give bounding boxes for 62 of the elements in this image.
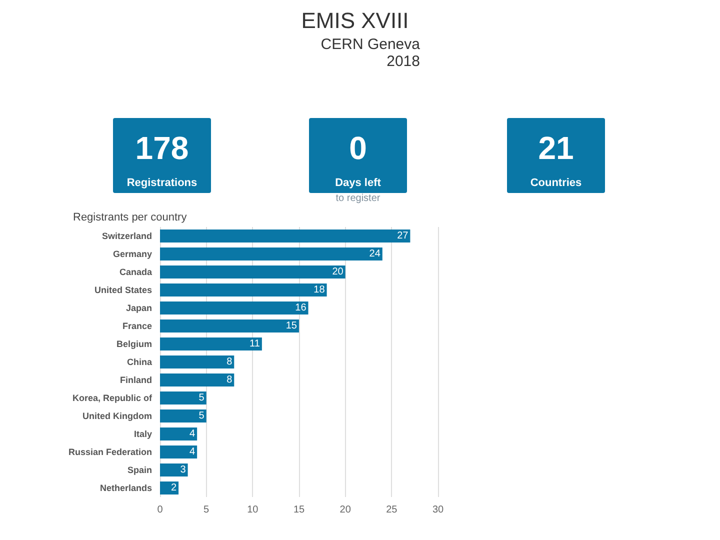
bar xyxy=(160,464,188,476)
y-tick-label: Russian Federation xyxy=(68,447,152,457)
data-label: 3 xyxy=(180,464,186,476)
bar xyxy=(160,374,234,386)
data-label: 24 xyxy=(369,248,381,260)
x-tick-label: 20 xyxy=(340,504,352,516)
x-tick-label: 30 xyxy=(432,504,444,516)
text: to register xyxy=(336,193,380,204)
bar xyxy=(160,410,206,422)
bar xyxy=(160,302,308,314)
data-label: 20 xyxy=(332,266,344,278)
x-tick-label: 0 xyxy=(157,504,164,516)
chart-title: Registrants per country xyxy=(73,212,188,224)
category-label: Countries xyxy=(529,177,583,189)
text: CERN Geneva 2018 xyxy=(320,36,420,70)
y-tick-label: Switzerland xyxy=(102,231,152,241)
bar xyxy=(160,248,382,260)
x-tick-label: 5 xyxy=(204,504,210,516)
data-label: 4 xyxy=(190,428,196,440)
category-label: Registrations xyxy=(126,177,198,189)
text: EMIS XVIII xyxy=(300,8,410,34)
y-tick-label: Netherlands xyxy=(100,483,152,493)
bar xyxy=(160,392,206,404)
x-tick-label: 10 xyxy=(247,504,259,516)
data-label: 27 xyxy=(397,230,409,242)
bar xyxy=(160,446,198,458)
data-label: 18 xyxy=(314,284,326,296)
bar xyxy=(160,230,410,242)
bar xyxy=(160,266,346,278)
x-tick-label: 25 xyxy=(386,504,398,516)
y-tick-label: Korea, Republic of xyxy=(72,393,153,403)
data-label: 11 xyxy=(250,338,260,350)
y-tick-label: France xyxy=(122,321,152,331)
data-label: 178 xyxy=(134,130,190,167)
y-tick-label: United States xyxy=(94,285,152,295)
y-tick-label: United Kingdom xyxy=(82,411,152,421)
y-tick-label: Finland xyxy=(120,375,152,385)
y-tick-label: Canada xyxy=(119,267,153,277)
data-label: 15 xyxy=(286,320,298,332)
y-tick-label: China xyxy=(126,357,153,367)
data-label: 8 xyxy=(226,374,233,386)
data-label: 16 xyxy=(295,302,307,314)
bar xyxy=(160,320,299,332)
data-label: 0 xyxy=(348,130,368,167)
data-label: 21 xyxy=(537,130,575,167)
data-label: 5 xyxy=(198,392,205,404)
bar xyxy=(160,284,327,296)
data-label: 4 xyxy=(190,446,196,458)
bar xyxy=(160,482,179,494)
y-tick-label: Japan xyxy=(126,303,152,313)
y-tick-label: Belgium xyxy=(116,339,152,349)
y-tick-label: Spain xyxy=(127,465,152,475)
bar xyxy=(160,428,198,440)
x-tick-label: 15 xyxy=(293,504,305,516)
bar xyxy=(160,356,234,368)
data-label: 2 xyxy=(170,482,177,494)
data-label: 5 xyxy=(198,410,205,422)
data-label: 8 xyxy=(226,356,233,368)
bar xyxy=(160,338,262,350)
y-tick-label: Italy xyxy=(134,429,152,439)
y-tick-label: Germany xyxy=(112,249,152,259)
category-label: Days left xyxy=(334,177,382,189)
